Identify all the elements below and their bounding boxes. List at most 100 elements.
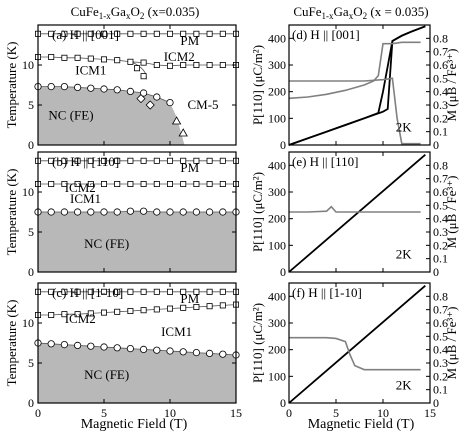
- data-point-square: [87, 55, 94, 62]
- region-label: PM: [180, 160, 199, 175]
- data-point-square: [219, 62, 226, 69]
- polarization-curve: [288, 41, 421, 100]
- data-point-square: [206, 303, 213, 310]
- data-point-square: [61, 30, 68, 37]
- y-tick-label: 10: [22, 58, 34, 72]
- data-point-circle: [100, 85, 108, 93]
- y-tick-label: 400: [268, 289, 286, 303]
- region-label: PM: [180, 291, 199, 306]
- data-point-circle: [87, 84, 95, 92]
- data-point-circle: [179, 348, 187, 356]
- data-point-circle: [87, 208, 95, 216]
- data-point-circle: [140, 207, 148, 215]
- data-point-square: [180, 304, 187, 311]
- y-tick-label: 200: [268, 212, 286, 226]
- data-point-square: [48, 157, 55, 164]
- data-point-triangle: [178, 128, 188, 137]
- region-label: ICM1: [70, 191, 101, 206]
- data-point-diamond: [136, 94, 146, 104]
- data-point-circle: [113, 86, 121, 94]
- panel-frame: [288, 282, 431, 404]
- data-point-square: [101, 56, 108, 63]
- data-point-square: [140, 157, 147, 164]
- y-tick-label: 200: [268, 85, 286, 99]
- region-label: ICM1: [161, 324, 192, 339]
- data-point-square: [140, 180, 147, 187]
- y2-tick-label: 0.4: [433, 343, 448, 357]
- phase-boundary-line: [38, 56, 236, 67]
- data-point-square: [74, 30, 81, 37]
- data-point-square: [153, 30, 160, 37]
- y2-tick-label: 0.5: [433, 329, 448, 343]
- y2-tick-label: 0: [433, 396, 439, 410]
- data-point-circle: [60, 83, 69, 91]
- data-point-diamond: [145, 100, 155, 110]
- data-point-circle: [113, 208, 121, 216]
- data-point-circle: [206, 208, 214, 216]
- data-point-square: [219, 288, 226, 295]
- data-point-square: [140, 73, 147, 80]
- data-point-square: [127, 288, 134, 295]
- y2-tick-label: 0: [433, 138, 439, 152]
- panel-frame: [37, 24, 237, 146]
- data-point-square: [206, 157, 213, 164]
- y2-tick-label: 0.8: [433, 158, 448, 172]
- y-tick-label: 10: [22, 316, 34, 330]
- data-point-square: [219, 302, 226, 309]
- data-point-circle: [219, 208, 227, 216]
- panel-frame: [37, 151, 237, 273]
- x-tick-label: 5: [333, 406, 339, 420]
- phase-boundary-line: [37, 342, 237, 356]
- data-point-square: [180, 62, 187, 69]
- data-point-circle: [153, 93, 161, 101]
- data-point-circle: [113, 344, 121, 352]
- data-point-square: [153, 306, 160, 313]
- data-point-circle: [126, 344, 134, 353]
- magnetization-curve: [288, 284, 426, 404]
- y-tick-label: 0: [28, 396, 34, 410]
- data-point-circle: [126, 87, 134, 96]
- x-tick-label: 15: [424, 406, 436, 420]
- y2-tick-label: 0.3: [433, 98, 448, 112]
- region-label: PM: [180, 33, 199, 48]
- data-point-square: [87, 288, 94, 295]
- data-point-circle: [47, 340, 55, 348]
- panel-frame: [37, 282, 237, 404]
- data-point-square: [87, 310, 94, 317]
- panel-frame: [288, 24, 431, 146]
- data-point-square: [153, 180, 160, 187]
- data-point-square: [180, 30, 187, 37]
- data-point-square: [114, 180, 121, 187]
- magnetization-curve: [288, 25, 426, 146]
- x-tick-label: 15: [230, 406, 242, 420]
- nc-fe-region: [38, 211, 236, 272]
- region-label: NC (FE): [84, 367, 129, 382]
- data-point-square: [166, 157, 173, 164]
- panel-label: (f) H || [1-10]: [292, 285, 362, 300]
- y-tick-label: 300: [268, 58, 286, 72]
- data-point-square: [193, 62, 200, 69]
- data-point-square: [101, 157, 108, 164]
- data-point-square: [74, 54, 81, 61]
- data-point-square: [206, 30, 213, 37]
- data-point-square: [87, 157, 94, 164]
- panel-label: (c) H || [1-10]: [52, 285, 123, 300]
- magnetization-axis-label: M (μB / Fe³⁺): [444, 49, 459, 122]
- data-point-square: [101, 288, 108, 295]
- data-point-square: [114, 288, 121, 295]
- data-point-square: [74, 288, 81, 295]
- data-point-square: [101, 30, 108, 37]
- data-point-square: [219, 180, 226, 187]
- y-tick-label: 300: [268, 185, 286, 199]
- left-y-axis-label: Temperature (K): [4, 169, 19, 256]
- region-label: ICM2: [164, 49, 195, 64]
- data-point-square: [206, 62, 213, 69]
- data-point-square: [133, 65, 140, 72]
- data-point-square: [193, 157, 200, 164]
- data-point-square: [166, 62, 173, 69]
- magnetization-axis-label: M (μB / Fe³⁺): [444, 176, 459, 249]
- data-point-square: [127, 58, 134, 65]
- y2-tick-label: 0.7: [433, 303, 448, 317]
- data-point-square: [166, 30, 173, 37]
